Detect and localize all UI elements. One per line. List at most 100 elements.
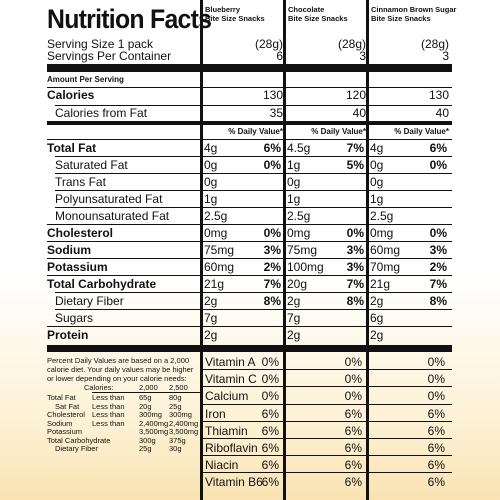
rule (200, 0, 203, 500)
dv-table-value: 25g (139, 444, 152, 453)
nutrient-label: Dietary Fiber (55, 294, 124, 308)
nutrient-amount: 1g (204, 192, 218, 206)
nutrient-amount: 0g (287, 175, 301, 189)
footnote: calorie diet. Your daily values may be h… (47, 365, 194, 374)
nutrient-amount: 2g (204, 328, 218, 342)
vitamin-value: 6% (427, 423, 445, 438)
daily-value: 3% (346, 243, 364, 257)
rule (55, 173, 452, 174)
rule (47, 64, 452, 72)
nutrient-amount: 0mg (287, 226, 311, 240)
footnote: or lower depending on your calorie needs… (47, 374, 187, 383)
dv-table-label: Total Fat (47, 393, 76, 402)
vitamin-value: 6% (261, 423, 279, 438)
rule (47, 241, 452, 242)
vitamin-label: Vitamin C (205, 372, 257, 387)
dv-table-qualifier: Less than (92, 410, 125, 419)
nutrient-amount: 60mg (370, 243, 401, 257)
nutrient-amount: 1g (287, 192, 301, 206)
daily-value: 0% (346, 226, 364, 240)
daily-value: 2% (429, 260, 447, 274)
amount-per-serving: Amount Per Serving (47, 75, 124, 84)
nutrient-amount: 7g (287, 311, 301, 325)
daily-value: 0% (263, 158, 281, 172)
daily-value: 7% (346, 277, 364, 291)
calories-from-fat: 35 (269, 106, 283, 120)
vitamin-value: 6% (344, 441, 362, 455)
nutrient-amount: 2.5g (287, 209, 311, 223)
rule (55, 309, 452, 310)
nutrient-amount: 1g (287, 158, 301, 172)
nutrient-amount: 0g (204, 175, 218, 189)
nutrient-label: Polyunsaturated Fat (55, 192, 163, 206)
daily-value: 6% (263, 141, 281, 155)
product-name: Bite Size Snacks (288, 14, 348, 23)
title: Nutrition Facts (47, 4, 212, 34)
nutrient-label: Sugars (55, 311, 94, 325)
nutrient-label: Sodium (47, 243, 91, 257)
dv-table-qualifier: Less than (92, 401, 125, 411)
rule (47, 121, 452, 125)
nutrient-amount: 1g (370, 192, 384, 206)
dv-table-value: 20g (139, 401, 152, 411)
dv-table-header: 2,000 (139, 383, 158, 392)
daily-value: 3% (429, 243, 447, 257)
nutrient-amount: 75mg (204, 243, 235, 257)
dv-table-header: 2,500 (169, 383, 188, 392)
rule (203, 403, 452, 405)
dv-table-value: 65g (139, 393, 152, 402)
serving-size-label: Serving Size 1 pack (47, 37, 154, 51)
daily-value: 6% (429, 141, 447, 155)
rule (47, 258, 452, 259)
product-name: Bite Size Snacks (371, 14, 431, 23)
vitamin-value: 6% (427, 475, 445, 490)
rule (283, 0, 286, 500)
dv-table-value: 300mg (139, 410, 162, 419)
vitamin-label: Niacin (205, 458, 239, 473)
vitamin-value: 6% (261, 441, 279, 455)
nutrient-amount: 2g (287, 328, 301, 342)
vitamin-label: Riboflavin (205, 441, 258, 455)
vitamin-value: 0% (427, 372, 445, 387)
rule (47, 87, 452, 88)
nutrient-amount: 0g (370, 175, 384, 189)
rule (203, 369, 452, 371)
rule (47, 345, 452, 352)
dv-table-value: 300mg (169, 410, 192, 419)
rule (47, 139, 452, 140)
calories-label: Calories (47, 88, 95, 102)
nutrient-label: Trans Fat (55, 175, 106, 189)
serving-size: (28g) (420, 37, 449, 51)
vitamin-value: 6% (427, 406, 445, 421)
daily-value: 7% (263, 277, 281, 291)
dv-table-value: 25g (169, 401, 182, 411)
daily-value: 8% (429, 294, 447, 308)
nutrient-amount: 4g (370, 141, 384, 155)
nutrient-amount: 2.5g (370, 209, 394, 223)
dv-table-qualifier: Less than (92, 418, 125, 428)
dv-table-value: 3,500mg (139, 427, 169, 436)
dv-table-header: Calories: (84, 383, 114, 392)
vitamin-value: 6% (261, 406, 279, 421)
nutrient-amount: 100mg (287, 260, 324, 274)
dv-table-value: 300g (139, 435, 156, 445)
nutrient-amount: 2g (287, 294, 301, 308)
dv-table-label: Total Carbohydrate (47, 435, 111, 445)
dv-table-label: Potassium (47, 427, 83, 436)
vitamin-value: 6% (261, 458, 279, 473)
servings: 3 (442, 49, 449, 63)
nutrient-amount: 4g (204, 141, 218, 155)
dv-table-value: 30g (169, 444, 182, 453)
vitamin-value: 6% (427, 458, 445, 473)
rule (203, 386, 452, 388)
nutrient-amount: 4.5g (287, 141, 311, 155)
calories: 120 (345, 88, 366, 102)
serving-size: (28g) (337, 37, 366, 51)
servings: 3 (359, 49, 366, 63)
vitamin-value: 0% (427, 389, 445, 404)
daily-value: 5% (346, 158, 364, 172)
nutrient-amount: 0g (204, 158, 218, 172)
dv-header: % Daily Value* (228, 127, 283, 136)
vitamin-label: Thiamin (205, 423, 248, 438)
nutrient-amount: 21g (204, 277, 225, 291)
